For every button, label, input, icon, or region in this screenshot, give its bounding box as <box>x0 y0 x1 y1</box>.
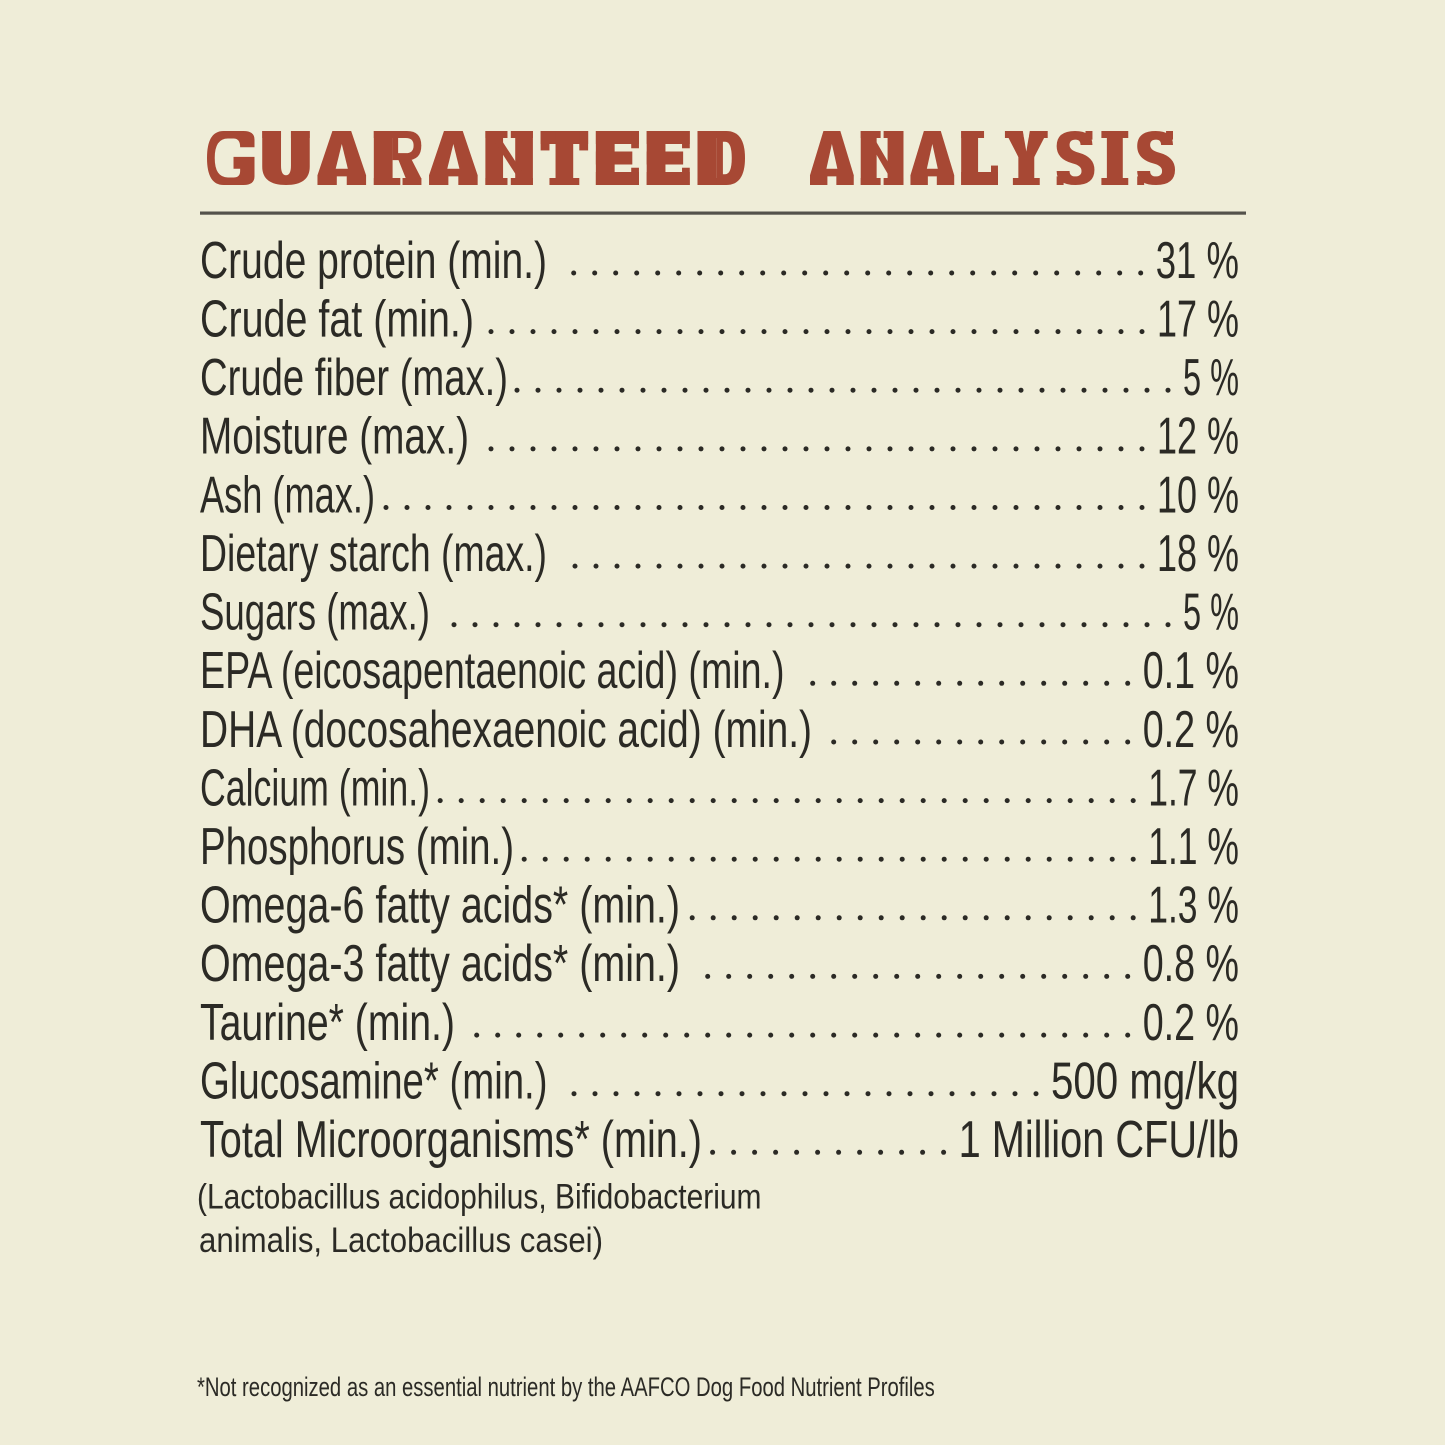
svg-text:Taurine* (min.): Taurine* (min.) <box>200 994 455 1052</box>
svg-text:Calcium (min.): Calcium (min.) <box>200 759 430 817</box>
svg-text:1.7 %: 1.7 % <box>1148 759 1239 817</box>
svg-text:Glucosamine* (min.): Glucosamine* (min.) <box>200 1053 548 1111</box>
svg-text:Phosphorus (min.): Phosphorus (min.) <box>200 818 514 876</box>
svg-text:*Not recognized as an essentia: *Not recognized as an essential nutrient… <box>197 1372 935 1402</box>
svg-text:Crude fiber (max.): Crude fiber (max.) <box>200 349 508 407</box>
svg-text:500 mg/kg: 500 mg/kg <box>1051 1053 1239 1111</box>
svg-text:5 %: 5 % <box>1183 349 1239 407</box>
svg-text:31 %: 31 % <box>1156 232 1239 290</box>
svg-text:Sugars (max.): Sugars (max.) <box>200 584 430 642</box>
svg-text:10 %: 10 % <box>1157 466 1239 524</box>
svg-text:5 %: 5 % <box>1183 584 1239 642</box>
svg-text:Crude protein (min.): Crude protein (min.) <box>200 232 547 290</box>
svg-text:1.1 %: 1.1 % <box>1148 818 1239 876</box>
svg-text:animalis, Lactobacillus casei): animalis, Lactobacillus casei) <box>199 1221 603 1260</box>
svg-text:1 Million CFU/lb: 1 Million CFU/lb <box>959 1111 1239 1169</box>
svg-text:Moisture (max.): Moisture (max.) <box>200 408 469 466</box>
svg-text:17 %: 17 % <box>1157 290 1239 348</box>
svg-text:Dietary starch (max.): Dietary starch (max.) <box>200 525 547 583</box>
svg-text:1.3 %: 1.3 % <box>1148 877 1239 935</box>
svg-text:EPA (eicosapentaenoic acid) (m: EPA (eicosapentaenoic acid) (min.) <box>200 642 785 700</box>
svg-text:18 %: 18 % <box>1157 525 1239 583</box>
svg-text:DHA (docosahexaenoic acid) (mi: DHA (docosahexaenoic acid) (min.) <box>200 701 812 759</box>
svg-text:0.1 %: 0.1 % <box>1143 642 1239 700</box>
svg-text:Crude fat (min.): Crude fat (min.) <box>200 290 474 348</box>
svg-text:Omega-6 fatty acids* (min.): Omega-6 fatty acids* (min.) <box>200 877 680 935</box>
svg-text:(Lactobacillus acidophilus, Bi: (Lactobacillus acidophilus, Bifidobacter… <box>197 1177 762 1216</box>
svg-text:Ash (max.): Ash (max.) <box>200 466 375 524</box>
svg-text:0.8 %: 0.8 % <box>1143 935 1239 993</box>
svg-text:Omega-3 fatty acids* (min.): Omega-3 fatty acids* (min.) <box>200 935 680 993</box>
svg-text:0.2 %: 0.2 % <box>1143 994 1239 1052</box>
svg-text:Total Microorganisms* (min.): Total Microorganisms* (min.) <box>200 1111 702 1169</box>
svg-text:12 %: 12 % <box>1157 408 1239 466</box>
svg-text:0.2 %: 0.2 % <box>1143 701 1239 759</box>
